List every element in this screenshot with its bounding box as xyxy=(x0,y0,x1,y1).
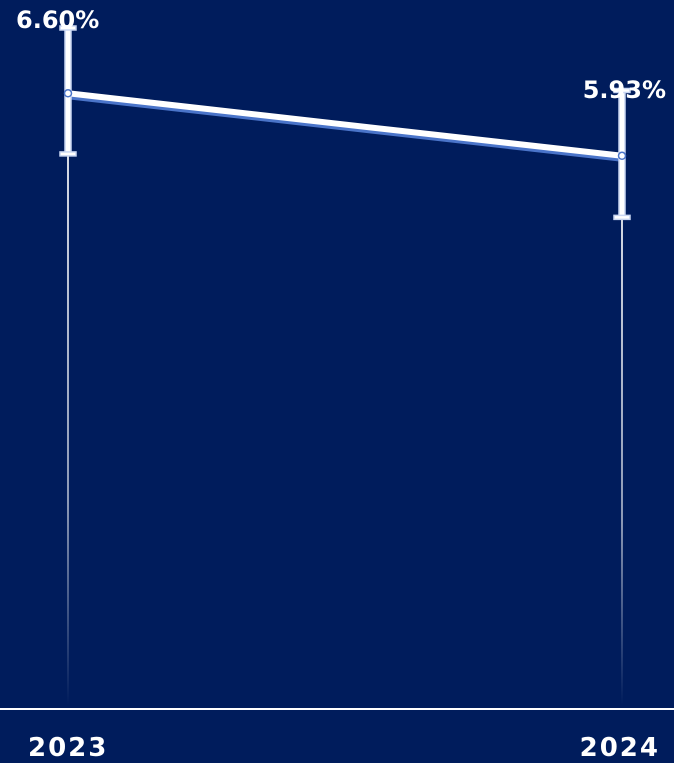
data-points xyxy=(63,89,627,161)
series-line-shadow xyxy=(66,95,624,162)
series-line-group xyxy=(65,90,625,162)
error-bar-cap-bottom xyxy=(59,151,77,157)
data-point-2024 xyxy=(617,151,627,161)
value-label-2023: 6.60% xyxy=(16,6,99,34)
value-labels: 6.60% 5.93% xyxy=(16,6,666,104)
drop-line-2023 xyxy=(67,27,69,706)
x-tick-label-2023: 2023 xyxy=(28,733,108,763)
drop-line-2024 xyxy=(621,90,623,706)
x-tick-label-2024: 2024 xyxy=(580,733,660,763)
series-line xyxy=(65,90,625,159)
x-tick-labels: 2023 2024 xyxy=(28,733,660,763)
error-bar-cap-bottom xyxy=(613,214,631,221)
data-point-2023 xyxy=(63,89,73,98)
drop-lines xyxy=(67,27,623,706)
error-bar-cap-top xyxy=(613,87,631,94)
value-label-2024: 5.93% xyxy=(583,76,666,104)
error-bar-cap-top xyxy=(59,25,77,31)
